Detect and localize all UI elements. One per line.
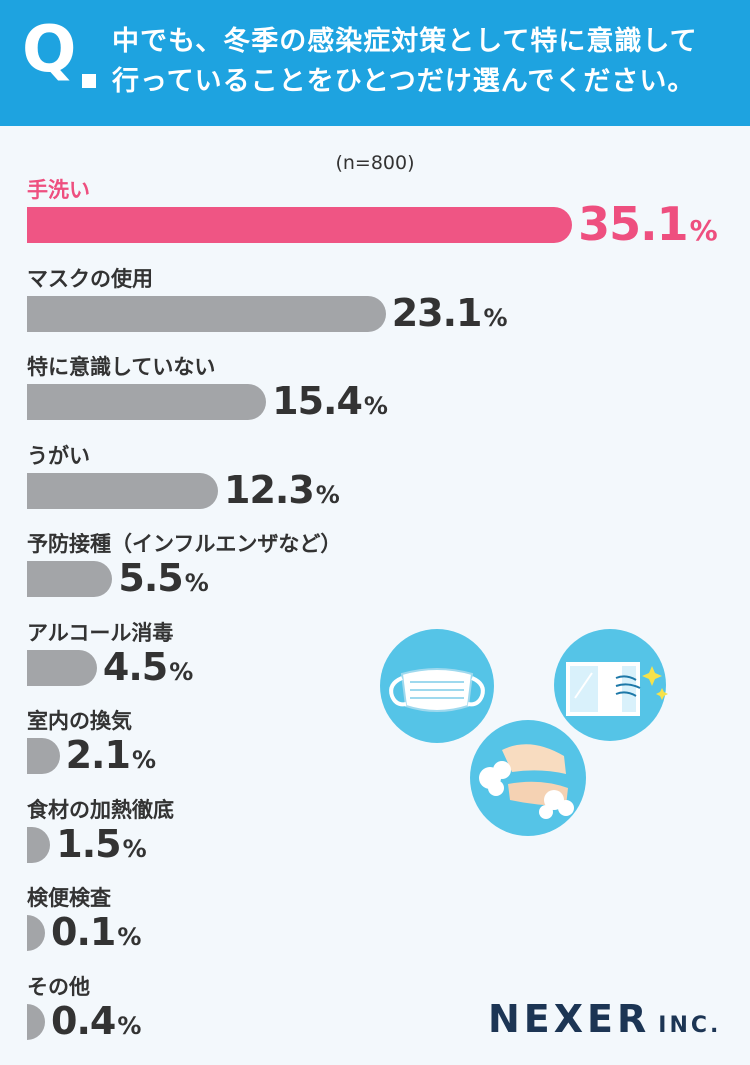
value-number: 4.5: [102, 644, 168, 689]
value-unit: %: [122, 834, 147, 863]
logo-suffix: INC.: [658, 1013, 722, 1038]
bar: [27, 561, 113, 597]
value-label: 1.5%: [56, 825, 146, 863]
value-unit: %: [483, 303, 508, 332]
category-label: その他: [27, 974, 90, 999]
category-label: うがい: [27, 443, 90, 468]
bar: [27, 649, 97, 686]
value-label: 35.1%: [578, 201, 718, 247]
value-unit: %: [131, 746, 156, 774]
question-header: Q 中でも、冬季の感染症対策として特に意識して 行っていることをひとつだけ選んで…: [0, 0, 750, 126]
value-label: 12.3%: [224, 471, 340, 509]
q-mark: Q: [22, 13, 77, 87]
value-label: 4.5%: [103, 648, 193, 686]
value-label: 0.4%: [51, 1002, 141, 1040]
value-number: 35.1: [578, 197, 688, 251]
value-unit: %: [184, 569, 209, 597]
value-number: 12.3: [224, 467, 315, 512]
bar: [27, 1003, 45, 1040]
value-number: 0.1: [51, 910, 116, 954]
face-mask-icon: [380, 629, 494, 743]
value-number: 0.4: [51, 998, 116, 1043]
bar: [27, 915, 45, 951]
category-label: 食材の加熱徹底: [27, 797, 174, 822]
value-label: 15.4%: [272, 382, 388, 420]
category-label: 検便検査: [27, 886, 111, 910]
window-ventilation-icon: [554, 629, 668, 741]
value-label: 5.5%: [118, 559, 208, 597]
infection-prevention-illustration: [380, 629, 668, 836]
bar: [27, 738, 60, 774]
question-text: 中でも、冬季の感染症対策として特に意識して 行っていることをひとつだけ選んでくだ…: [112, 22, 732, 102]
question-line-1: 中でも、冬季の感染症対策として特に意識して: [112, 26, 698, 57]
category-label: アルコール消毒: [27, 620, 174, 645]
bar: [27, 207, 573, 243]
question-line-2: 行っていることをひとつだけ選んでください。: [112, 66, 696, 97]
bar: [27, 384, 267, 420]
value-number: 15.4: [272, 379, 363, 423]
value-label: 0.1%: [51, 913, 141, 951]
bar: [27, 826, 51, 863]
value-unit: %: [689, 214, 718, 247]
value-unit: %: [117, 923, 142, 951]
value-number: 1.5: [56, 821, 121, 866]
value-number: 5.5: [118, 556, 183, 600]
bar: [27, 472, 219, 509]
value-unit: %: [363, 392, 388, 420]
sample-size-label: (n=800): [335, 152, 415, 174]
hand-washing-icon: [470, 720, 586, 836]
category-label: 特に意識していない: [27, 355, 216, 379]
category-label: 予防接種（インフルエンザなど）: [27, 532, 342, 556]
logo-name: NEXER: [488, 997, 651, 1041]
value-unit: %: [169, 657, 194, 686]
q-dot: [82, 74, 96, 88]
value-unit: %: [315, 480, 340, 509]
category-label: 室内の換気: [27, 709, 132, 733]
bar: [27, 295, 386, 332]
category-label: 手洗い: [27, 178, 90, 202]
value-label: 2.1%: [66, 736, 156, 774]
value-number: 23.1: [391, 290, 483, 335]
value-label: 23.1%: [392, 294, 508, 332]
category-label: マスクの使用: [27, 266, 153, 291]
value-number: 2.1: [65, 733, 131, 777]
company-logo: NEXER INC.: [488, 1000, 721, 1038]
value-unit: %: [117, 1011, 142, 1040]
